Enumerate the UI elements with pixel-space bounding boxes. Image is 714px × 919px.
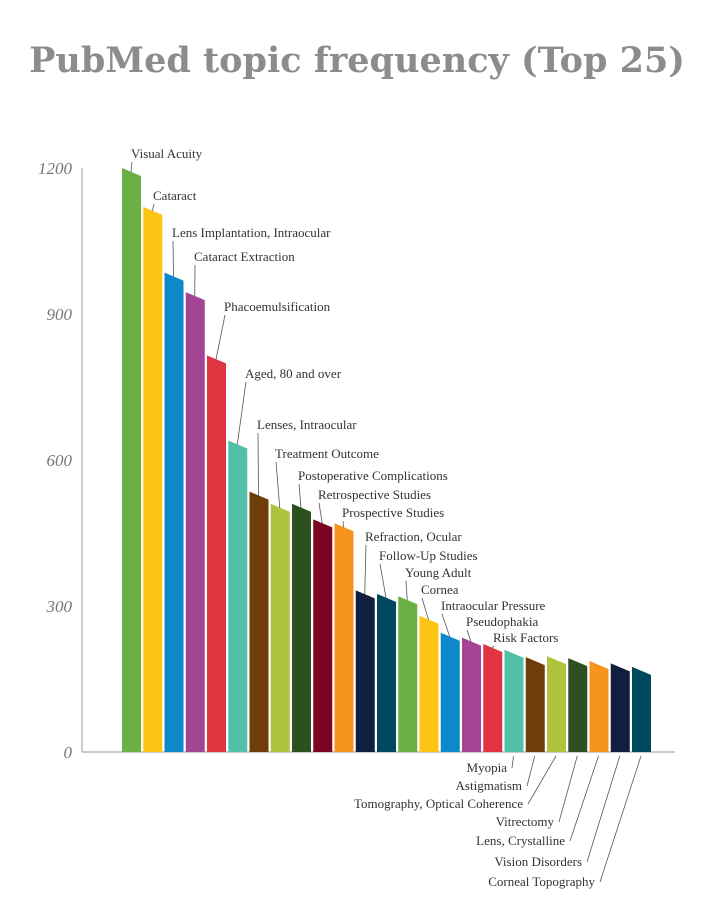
bar <box>525 657 545 752</box>
category-label: Lens Implantation, Intraocular <box>172 225 331 240</box>
bar <box>589 660 609 752</box>
category-label: Cataract Extraction <box>194 249 295 264</box>
bar <box>568 658 588 752</box>
category-label: Treatment Outcome <box>275 446 379 461</box>
chart-title: PubMed topic frequency (Top 25) <box>29 40 685 81</box>
bar <box>504 649 524 752</box>
bar <box>207 355 226 752</box>
category-label: Refraction, Ocular <box>365 529 462 544</box>
category-label: Visual Acuity <box>131 146 203 161</box>
bar-group <box>122 168 651 752</box>
bar <box>228 440 248 752</box>
bar <box>632 666 651 752</box>
leader-line <box>421 597 429 620</box>
bar <box>355 590 375 752</box>
leader-line <box>405 580 408 601</box>
bar <box>547 656 566 752</box>
leader-line <box>318 502 323 524</box>
category-label: Intraocular Pressure <box>441 598 546 613</box>
category-label: Vision Disorders <box>494 854 582 869</box>
category-label: Tomography, Optical Coherence <box>354 796 523 811</box>
leader-line <box>364 544 367 595</box>
y-tick-label: 900 <box>47 305 73 324</box>
category-labels: Visual Acuity Cataract Lens Implantation, … <box>130 146 642 889</box>
leader-line <box>466 629 472 642</box>
category-label: Pseudophakia <box>466 614 538 629</box>
category-label: Cataract <box>153 188 197 203</box>
leader-line <box>586 755 621 863</box>
bar <box>249 491 269 752</box>
leader-line <box>379 563 387 598</box>
bar <box>185 292 205 752</box>
leader-line <box>526 755 536 787</box>
category-label: Vitrectomy <box>496 814 555 829</box>
leader-line <box>491 645 495 649</box>
leader-line <box>527 755 557 805</box>
category-label: Cornea <box>421 582 459 597</box>
category-label: Myopia <box>467 760 508 775</box>
category-label: Lenses, Intraocular <box>257 417 357 432</box>
leader-line <box>298 483 302 508</box>
bar <box>398 596 418 752</box>
bar <box>462 637 481 752</box>
y-tick-label: 600 <box>47 451 73 470</box>
category-label: Follow-Up Studies <box>379 548 478 563</box>
leader-line <box>257 432 259 496</box>
category-label: Prospective Studies <box>342 505 444 520</box>
category-label: Lens, Crystalline <box>476 833 565 848</box>
category-label: Risk Factors <box>493 630 558 645</box>
category-label: Phacoemulsification <box>224 299 331 314</box>
y-tick-label: 0 <box>64 743 73 762</box>
category-label: Astigmatism <box>456 778 522 793</box>
leader-line <box>275 461 281 508</box>
leader-line <box>441 613 451 637</box>
bar <box>270 503 290 752</box>
bar <box>377 593 396 752</box>
leader-line <box>511 755 514 769</box>
bar <box>610 663 630 752</box>
category-label: Postoperative Complications <box>298 468 448 483</box>
category-label: Young Adult <box>405 565 472 580</box>
bar <box>122 168 141 752</box>
bar <box>313 519 333 752</box>
category-label: Corneal Topography <box>488 874 595 889</box>
leader-line <box>569 755 599 842</box>
category-label: Aged, 80 and over <box>245 366 342 381</box>
leader-line <box>236 381 247 445</box>
bar <box>419 615 439 752</box>
leader-line <box>215 314 226 360</box>
leader-line <box>151 203 155 212</box>
category-label: Retrospective Studies <box>318 487 431 502</box>
bar <box>483 643 503 752</box>
y-tick-label: 1200 <box>38 159 73 178</box>
bar <box>143 206 163 752</box>
bar <box>292 503 311 752</box>
y-tick-label: 300 <box>46 597 73 616</box>
leader-line <box>342 520 344 528</box>
leader-line <box>130 161 133 173</box>
bar <box>164 272 184 752</box>
bar <box>334 523 354 752</box>
leader-line <box>599 755 642 883</box>
bar <box>440 632 460 752</box>
leader-line <box>558 755 578 823</box>
leader-line <box>172 240 174 277</box>
